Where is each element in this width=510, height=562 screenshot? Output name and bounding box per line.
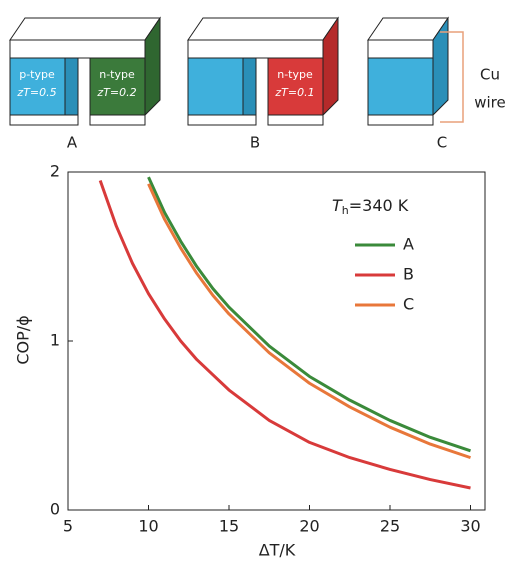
wire-label: Cu [480,66,500,84]
wire-label: wire [474,94,506,112]
legend-label: C [403,295,414,314]
leg-type: n-type [99,68,135,81]
legend-label: B [403,265,414,284]
x-tick-label: 30 [460,517,480,536]
leg-zt: zT=0.5 [16,86,56,99]
annotation: Th=340 K [332,196,409,218]
leg-type: n-type [277,68,313,81]
leg-zt: zT=0.1 [274,86,314,99]
plot-frame [67,171,486,511]
module-a: p-type zT=0.5 n-type zT=0.2 A [9,16,161,152]
data-line [147,183,471,460]
leg-type: p-type [19,68,55,81]
data-line [147,176,471,453]
module-label: C [437,134,447,152]
module-label: A [67,134,78,152]
module-c: Cu wire C [367,16,506,152]
x-tick-label: 10 [138,517,158,536]
annotation-symbol: T [332,196,343,215]
legend-label: A [403,235,414,254]
module-label: B [250,134,260,152]
y-tick-label: 1 [50,331,60,350]
leg-zt: zT=0.2 [96,86,136,99]
y-tick-label: 0 [50,500,60,519]
x-tick-label: 25 [380,517,400,536]
annotation-text: =340 K [349,196,409,215]
annotation-subscript: h [342,204,349,217]
x-tick-label: 15 [219,517,239,536]
data-line [98,179,471,490]
y-axis-label: COP/ϕ [14,315,33,364]
x-tick-label: 5 [63,517,73,536]
module-b: n-type zT=0.1 B [187,16,339,152]
y-tick-label: 2 [50,162,60,181]
x-axis-label: ΔT/K [259,541,296,560]
x-tick-label: 20 [299,517,319,536]
